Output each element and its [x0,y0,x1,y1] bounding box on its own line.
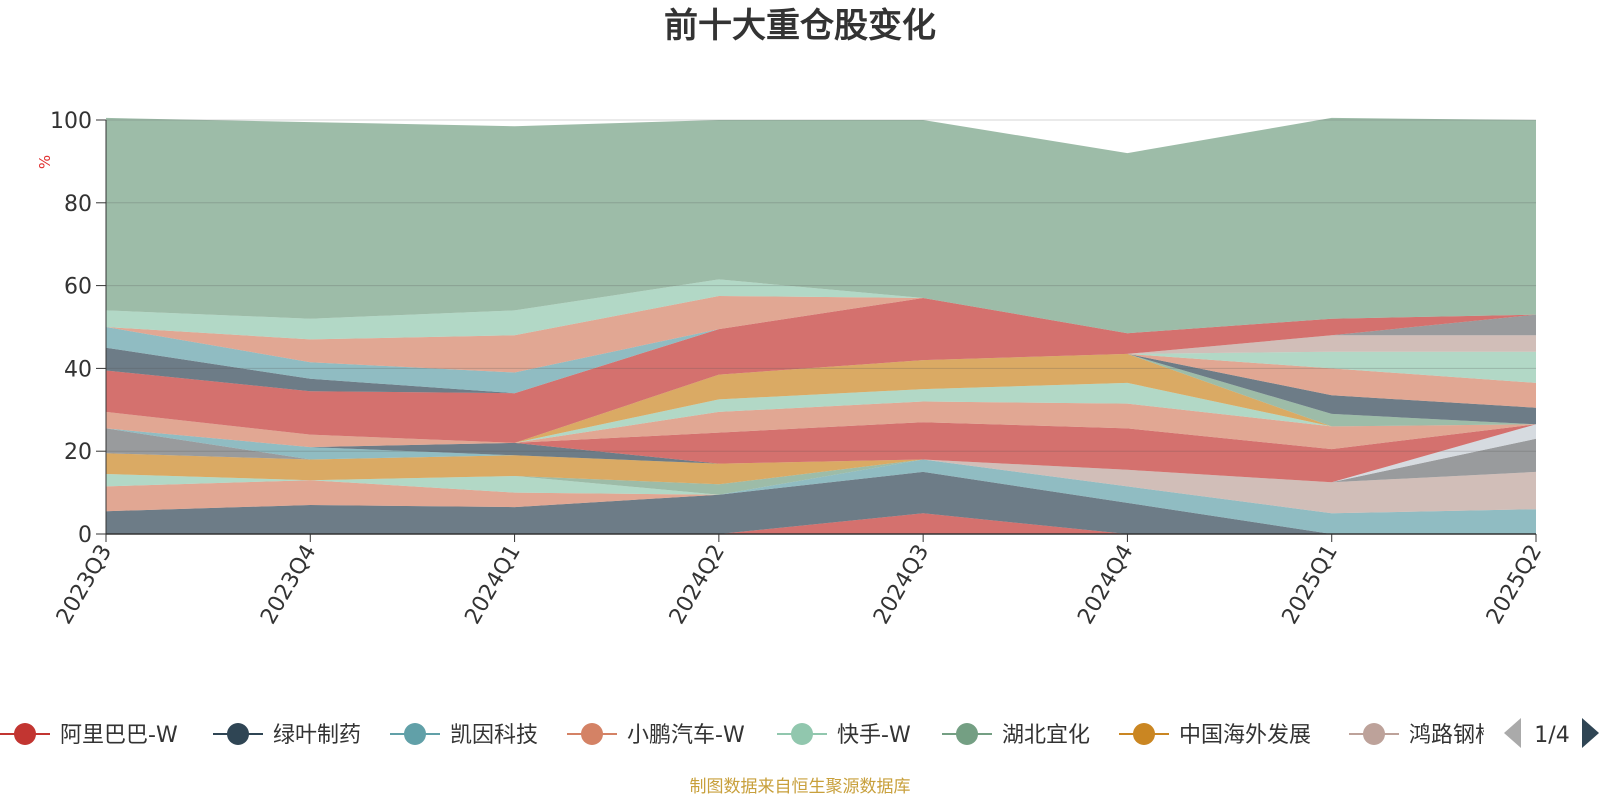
area-series-13 [106,422,1536,483]
legend-marker-icon [1363,723,1385,745]
x-tick-label: 2023Q4 [256,541,321,629]
area-series-15 [106,382,1536,443]
area-series-16 [106,353,1536,443]
legend-label: 鸿路钢构 [1409,723,1497,748]
legend-item-3[interactable]: 凯因科技 [390,723,538,748]
x-tick-label: 2025Q1 [1278,541,1343,629]
y-tick-label: 80 [64,192,92,217]
legend-item-6[interactable]: 湖北宜化 [942,723,1090,748]
legend-label: 凯因科技 [450,723,538,748]
area-series-14 [106,401,1536,450]
chart-title: 前十大重仓股变化 [664,6,936,46]
area-series-21 [106,335,1536,443]
legend-label: 绿叶制药 [273,723,361,748]
legend-label: 中国海外发展 [1179,723,1311,748]
y-tick-label: 100 [50,109,92,134]
area-series-28 [106,117,1536,334]
area-series-2 [106,471,1536,534]
x-tick-label: 2024Q4 [1073,541,1138,629]
triangle-left-icon[interactable] [1504,718,1521,748]
y-axis-unit: % [36,155,54,169]
area-series-23 [106,298,1536,443]
area-series-11 [106,424,1536,483]
y-tick-label: 20 [64,440,92,465]
legend-label: 湖北宜化 [1002,723,1090,748]
legend-marker-icon [14,723,36,745]
legend-marker-icon [791,723,813,745]
area-layers [106,117,1536,534]
triangle-right-icon[interactable] [1582,718,1599,748]
legend-pager: 1/4 [1504,718,1599,748]
legend-item-1[interactable]: 阿里巴巴-W [0,723,178,748]
legend-item-7[interactable]: 中国海外发展 [1119,723,1311,748]
x-tick-label: 2025Q2 [1482,541,1547,629]
area-series-4 [106,459,1536,514]
area-series-26 [106,296,1536,373]
area-series-24 [106,298,1536,394]
x-tick-label: 2023Q3 [52,541,117,629]
x-tick-label: 2024Q3 [869,541,934,629]
legend-page-indicator: 1/4 [1534,723,1569,748]
y-tick-label: 40 [64,357,92,382]
legend: 阿里巴巴-W 绿叶制药 凯因科技 小鹏汽车-W 快手-W 湖北宜化 中国海外发展 鸿路钢构 [0,723,1497,748]
area-series-3 [106,459,1536,534]
legend-item-5[interactable]: 快手-W [777,723,911,748]
x-tick-label: 2024Q1 [460,541,525,629]
legend-label: 小鹏汽车-W [627,723,745,748]
legend-item-2[interactable]: 绿叶制药 [213,723,361,748]
legend-marker-icon [404,723,426,745]
area-series-1 [106,513,1536,534]
legend-item-8[interactable]: 鸿路钢构 [1349,723,1497,748]
y-tick-label: 60 [64,275,92,300]
y-tick-label: 0 [78,523,92,548]
area-series-20 [106,351,1536,443]
area-series-27 [106,279,1536,340]
legend-item-4[interactable]: 小鹏汽车-W [567,723,745,748]
legend-marker-icon [581,723,603,745]
area-series-8 [106,453,1536,514]
x-tick-label: 2024Q2 [665,541,730,629]
legend-marker-icon [956,723,978,745]
grid-lines [106,119,1536,452]
area-series-7 [106,453,1536,514]
area-series-9 [106,428,1536,483]
legend-marker-icon [227,723,249,745]
legend-marker-icon [1133,723,1155,745]
legend-label: 阿里巴巴-W [60,723,178,748]
legend-label: 快手-W [837,723,911,748]
source-note: 制图数据来自恒生聚源数据库 [689,777,911,797]
